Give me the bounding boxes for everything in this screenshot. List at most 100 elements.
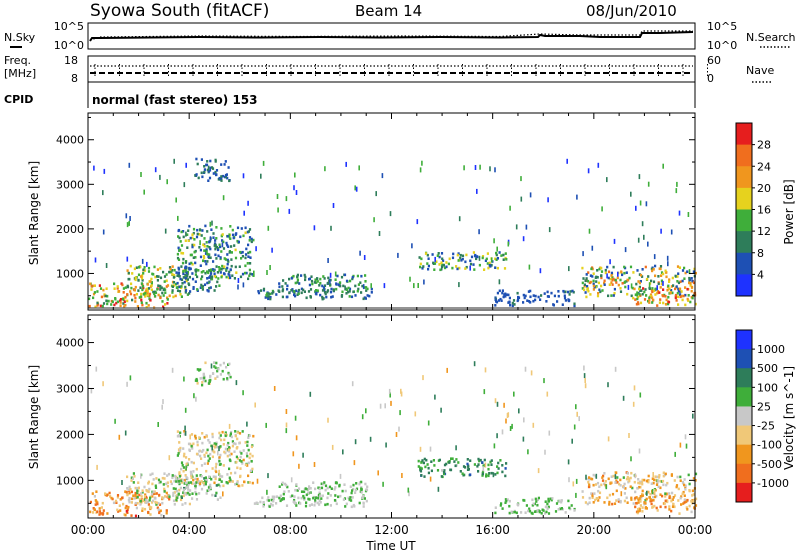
velocity-scatter-cell (595, 473, 598, 479)
power-cell (426, 262, 429, 265)
power-cell (209, 256, 212, 259)
velocity-scatter-cell (583, 373, 586, 379)
velocity-cell (139, 499, 142, 503)
power-cell (189, 253, 192, 257)
power-cell (196, 232, 199, 236)
velocity-cell (236, 457, 239, 460)
power-cell (208, 276, 211, 279)
velocity-cell (623, 492, 626, 495)
power-scatter-cell (125, 213, 128, 219)
velocity-cell (684, 488, 687, 491)
power-cell (427, 257, 430, 260)
velocity-cell (617, 498, 620, 501)
velocity-cell (524, 511, 527, 514)
power-scatter-cell (277, 207, 279, 213)
velocity-cell (89, 510, 92, 514)
power-cell (457, 259, 460, 262)
power-cell (188, 275, 191, 279)
velocity-cell (228, 453, 231, 457)
power-cell (563, 296, 567, 300)
nave-label: Nave (746, 64, 774, 77)
power-cell (141, 285, 145, 288)
power-cell (683, 266, 686, 270)
power-cell (195, 157, 198, 161)
velocity-cell (194, 477, 197, 481)
power-cell (656, 290, 660, 293)
power-cell (171, 285, 174, 288)
velocity-cell (297, 487, 301, 490)
power-cell (227, 166, 230, 169)
velocity-cell (615, 489, 618, 493)
velocity-cell (125, 490, 128, 494)
velocity-cell (188, 502, 191, 506)
power-cell (652, 280, 656, 284)
velocity-cell (275, 502, 278, 505)
power-cell (106, 302, 109, 306)
velocity-scatter-cell (217, 450, 219, 456)
power-cell (227, 245, 230, 248)
power-scatter-cell (606, 273, 608, 279)
power-cell (523, 296, 526, 300)
power-cell (656, 304, 659, 307)
power-cell (191, 272, 194, 275)
power-cell (322, 275, 325, 278)
power-cell (154, 291, 158, 294)
velocity-cell (135, 496, 138, 500)
velocity-cell (683, 494, 686, 497)
power-cell (692, 270, 695, 273)
velocity-cell (672, 503, 675, 506)
power-cell (315, 289, 318, 292)
velocity-cell (496, 465, 499, 468)
power-scatter-cell (329, 272, 332, 278)
power-cell (228, 270, 231, 274)
velocity-cell (645, 479, 648, 483)
velocity-cell (134, 494, 137, 497)
velocity-cell (224, 447, 227, 451)
velocity-cell (202, 373, 205, 377)
power-cell (113, 282, 116, 286)
power-cell (583, 283, 586, 287)
velocity-cell (135, 493, 138, 496)
power-y-tick-label: 1000 (56, 267, 84, 280)
power-scatter-cell (638, 174, 641, 180)
velocity-cell (136, 489, 139, 493)
velocity-cell (151, 499, 155, 503)
power-cell (189, 290, 192, 293)
velocity-cell (223, 450, 226, 454)
velocity-cell (222, 443, 225, 446)
power-cell (529, 289, 532, 293)
velocity-cell (105, 494, 108, 497)
velocity-cell (186, 463, 189, 467)
power-cell (667, 295, 670, 299)
power-cell (205, 248, 208, 251)
velocity-cell (243, 480, 246, 484)
power-scatter-cell (358, 165, 360, 171)
velocity-cell (206, 462, 209, 465)
power-cell (679, 293, 682, 296)
power-scatter-cell (687, 212, 690, 217)
velocity-cell (671, 491, 674, 495)
velocity-cell (550, 498, 553, 502)
power-cell (323, 284, 327, 287)
velocity-cell (635, 502, 638, 505)
velocity-scatter-cell (129, 375, 132, 381)
velocity-cell (652, 499, 655, 502)
velocity-cell (668, 492, 671, 495)
velocity-cell (303, 496, 306, 500)
power-cell (230, 245, 233, 248)
velocity-cell (330, 487, 333, 490)
velocity-cell (160, 513, 163, 517)
power-cell (431, 253, 434, 256)
velocity-cell (440, 475, 443, 478)
power-cell (504, 252, 507, 255)
power-cell (452, 252, 455, 256)
velocity-cell (309, 487, 312, 490)
velocity-cell (127, 488, 130, 492)
power-scatter-cell (173, 158, 175, 164)
power-cell (166, 302, 169, 305)
power-cell (209, 286, 212, 289)
power-cell (177, 229, 180, 233)
power-cell (418, 256, 421, 259)
velocity-cell (299, 502, 302, 505)
velocity-cell (216, 498, 219, 501)
